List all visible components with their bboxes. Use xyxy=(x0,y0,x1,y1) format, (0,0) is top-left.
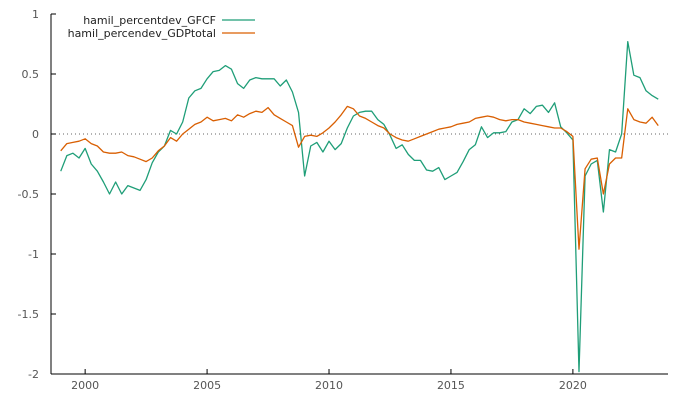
y-tick-label: -1 xyxy=(28,248,39,261)
axis-layer: 1 0.5 0 -0.5 -1 -1.5 -2 2000 2005 2010 2015 2020 xyxy=(18,8,668,392)
y-tick-label: 0.5 xyxy=(22,68,40,81)
legend-label-1: hamil_percentdev_GFCF xyxy=(83,14,216,27)
x-tick-label: 2020 xyxy=(559,379,587,392)
legend: hamil_percentdev_GFCFhamil_percendev_GDP… xyxy=(68,14,255,40)
legend-label-2: hamil_percendev_GDPtotal xyxy=(68,27,216,40)
x-tick-label: 2015 xyxy=(437,379,465,392)
y-tick-label: -0.5 xyxy=(18,188,39,201)
x-tick-label: 2005 xyxy=(193,379,221,392)
y-tick-label: 0 xyxy=(32,128,39,141)
series-layer xyxy=(60,40,659,373)
x-tick-label: 2010 xyxy=(315,379,343,392)
series-line-1 xyxy=(60,40,659,373)
y-tick-label: 1 xyxy=(32,8,39,21)
y-tick-label: -2 xyxy=(28,368,39,381)
y-tick-label: -1.5 xyxy=(18,308,39,321)
x-tick-label: 2000 xyxy=(71,379,99,392)
series-line-2 xyxy=(60,105,659,250)
